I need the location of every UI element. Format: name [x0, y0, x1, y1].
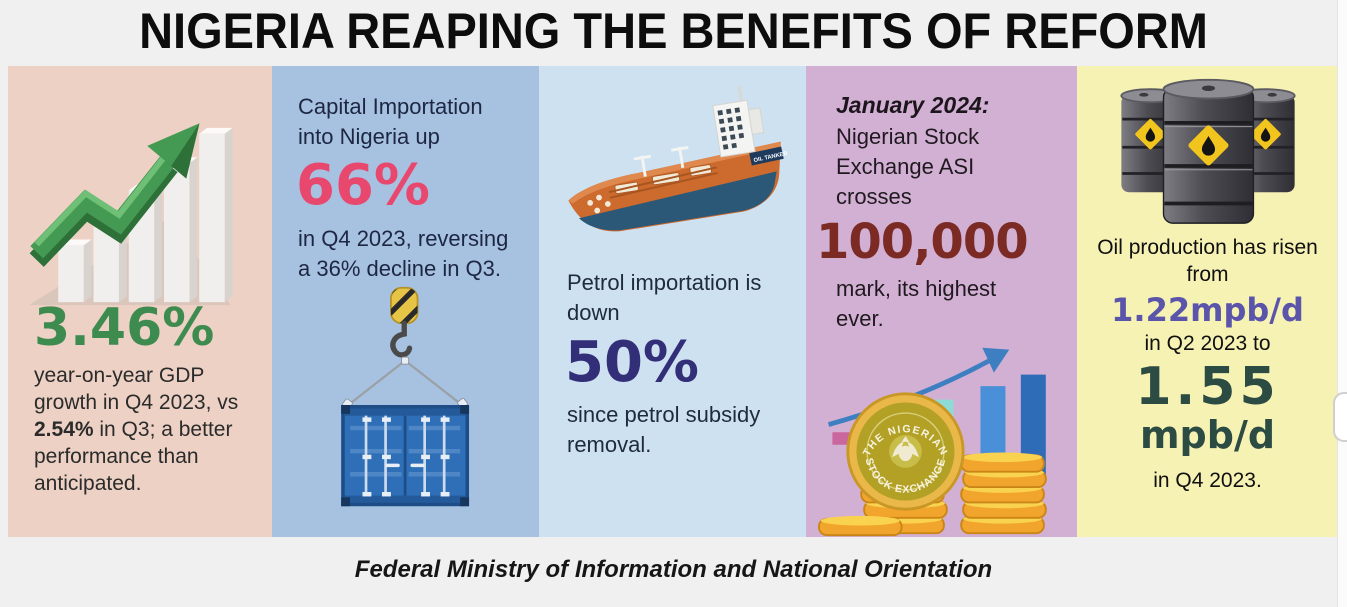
panel-stock-exchange: January 2024: Nigerian Stock Exchange AS… [806, 66, 1077, 537]
oil-tanker-icon: OIL TANKER [567, 85, 789, 232]
page-title: NIGERIA REAPING THE BENEFITS OF REFORM [139, 3, 1208, 59]
footer-credit: Federal Ministry of Information and Nati… [354, 556, 993, 583]
scrollbar-track[interactable] [1337, 0, 1347, 607]
gdp-body: year-on-year GDP growth in Q4 2023, vs 2… [34, 362, 250, 497]
panel-capital-importation: Capital Importation into Nigeria up 66% … [272, 66, 539, 537]
oil-from-stat: 1.22mpb/d [1111, 291, 1304, 329]
crane-container-icon [340, 286, 469, 507]
oil-barrels-icon [1119, 78, 1296, 224]
petrol-lead-text: Petrol importation is down [567, 270, 762, 325]
stocks-date-text: January 2024: [836, 92, 990, 118]
gdp-stat: 3.46% [34, 298, 215, 358]
scroll-button[interactable] [1333, 392, 1347, 442]
capital-body-text: in Q4 2023, reversing a 36% decline in Q… [298, 226, 509, 281]
growth-chart-icon [28, 123, 233, 306]
petrol-body-text: since petrol subsidy removal. [567, 402, 761, 457]
oil-lead-text: Oil production has risen from [1097, 236, 1318, 286]
oil-mid-text: in Q2 2023 to [1144, 332, 1271, 355]
gdp-body-post: in Q3; a better performance than anticip… [34, 418, 233, 495]
stock-rise-coins-icon: THE NIGERIAN STOCK EXCHANGE [817, 347, 1047, 537]
coin-crest [888, 435, 922, 468]
capital-stat: 66% [296, 153, 431, 218]
oil-tail-text: in Q4 2023. [1153, 469, 1262, 492]
panel-oil-production: Oil production has risen from 1.22mpb/d … [1077, 66, 1338, 537]
stocks-body-text: mark, its highest ever. [836, 276, 997, 331]
oil-to-unit: mpb/d [1139, 413, 1276, 457]
gdp-body-pre: year-on-year GDP growth in Q4 2023, vs [34, 364, 239, 414]
panel-gdp: 3.46% year-on-year GDP growth in Q4 2023… [8, 66, 272, 537]
petrol-stat: 50% [565, 330, 700, 395]
stocks-lead-text: Nigerian Stock Exchange ASI crosses [836, 124, 980, 209]
asi-stat: 100,000 [816, 214, 1029, 270]
capital-lead-text: Capital Importation into Nigeria up [298, 94, 483, 149]
gdp-body-bold: 2.54% [34, 418, 94, 441]
panel-petrol-importation: OIL TANKER Petrol importation is down 50… [539, 66, 806, 537]
oil-to-stat: 1.55 [1135, 357, 1280, 417]
panels-row: 3.46% year-on-year GDP growth in Q4 2023… [8, 66, 1338, 537]
